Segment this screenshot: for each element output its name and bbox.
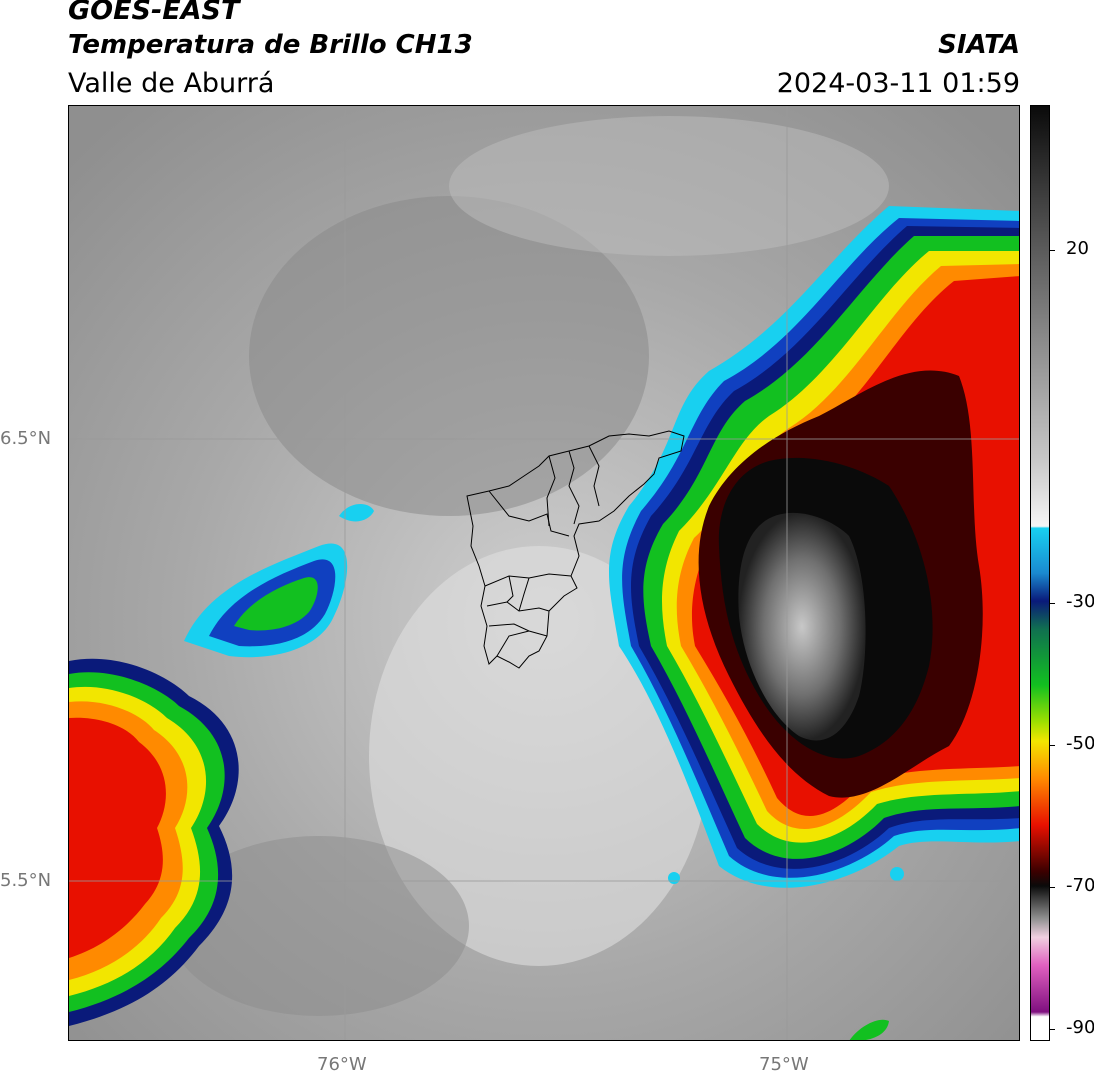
colorbar-label-minus70: -70 bbox=[1066, 875, 1094, 896]
colorbar bbox=[1030, 105, 1050, 1041]
valley-outline bbox=[466, 430, 685, 669]
lat-label-5-5: 5.5°N bbox=[0, 870, 52, 891]
municipal-border bbox=[488, 490, 570, 537]
colorbar-tick bbox=[1049, 1029, 1055, 1030]
storm-system-east bbox=[609, 206, 1019, 888]
satellite-title: GOES-EAST bbox=[68, 0, 240, 26]
colorbar-tick bbox=[1049, 887, 1055, 888]
colorbar-label-20: 20 bbox=[1066, 238, 1089, 259]
municipal-border bbox=[518, 577, 530, 612]
graticule bbox=[69, 106, 1019, 1040]
colorbar-tick bbox=[1049, 250, 1055, 251]
satellite-map bbox=[68, 105, 1020, 1041]
map-canvas bbox=[69, 106, 1019, 1040]
storm-system-west bbox=[69, 658, 239, 1026]
colorbar-tick bbox=[1049, 745, 1055, 746]
lon-label-75: 75°W bbox=[759, 1054, 809, 1075]
municipal-border bbox=[568, 450, 580, 525]
colorbar-label-minus50: -50 bbox=[1066, 733, 1094, 754]
municipal-border bbox=[546, 455, 556, 527]
municipal-border bbox=[506, 575, 514, 603]
lon-label-76: 76°W bbox=[317, 1054, 367, 1075]
region-subtitle: Valle de Aburrá bbox=[68, 68, 275, 99]
colorbar-tick bbox=[1049, 603, 1055, 604]
municipal-boundaries bbox=[466, 430, 685, 669]
lat-label-6-5: 6.5°N bbox=[0, 428, 52, 449]
storm-system-small bbox=[184, 504, 904, 1040]
municipal-border bbox=[488, 623, 548, 637]
cloud-shade bbox=[249, 196, 649, 516]
product-title: Temperatura de Brillo CH13 bbox=[68, 30, 473, 60]
colorbar-label-minus30: -30 bbox=[1066, 591, 1094, 612]
agency-label: SIATA bbox=[938, 30, 1020, 60]
colorbar-scale bbox=[1031, 106, 1049, 1040]
colorbar-label-minus90: -90 bbox=[1066, 1017, 1094, 1038]
municipal-border bbox=[588, 445, 600, 507]
datetime-label: 2024-03-11 01:59 bbox=[776, 68, 1020, 99]
municipal-border bbox=[496, 630, 530, 657]
cloud-shade bbox=[449, 116, 889, 256]
